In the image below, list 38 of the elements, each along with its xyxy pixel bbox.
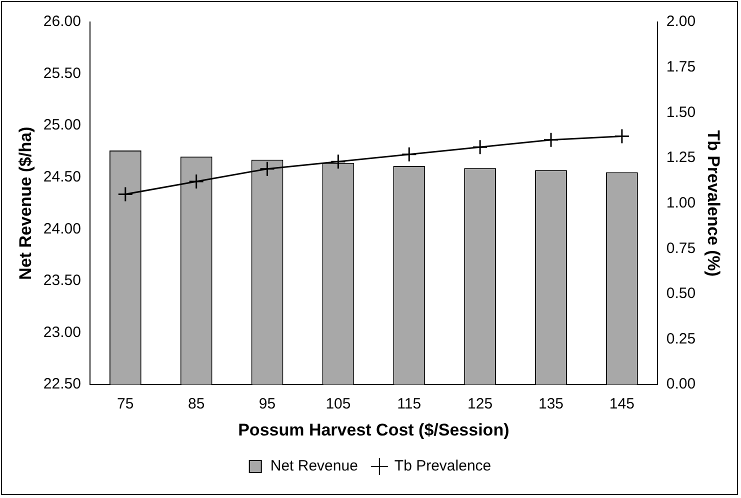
legend-label: Tb Prevalence	[394, 458, 492, 475]
y2-tick-label: 1.50	[666, 104, 696, 121]
y-tick-label: 25.50	[43, 64, 81, 82]
y-axis-title: Net Revenue ($/ha)	[16, 126, 35, 280]
x-tick-label: 105	[326, 396, 351, 413]
y-tick-label: 23.00	[43, 324, 81, 341]
x-tick-label: 115	[397, 396, 422, 413]
x-tick-label: 75	[117, 396, 134, 413]
y2-tick-label: 0.75	[666, 240, 696, 257]
y-tick-label: 25.00	[43, 116, 81, 134]
y2-tick-label: 0.50	[666, 285, 696, 302]
y-tick-label: 24.50	[43, 168, 81, 186]
point	[614, 128, 630, 144]
y-tick-label: 26.00	[43, 13, 81, 30]
point	[472, 139, 488, 155]
y2-tick-label: 1.75	[666, 58, 696, 76]
y2-tick-label: 0.00	[666, 376, 696, 393]
point	[118, 186, 134, 202]
y-tick-label: 24.00	[43, 220, 81, 238]
point	[401, 146, 417, 162]
y2-tick-label: 0.25	[666, 330, 696, 348]
x-tick-label: 95	[258, 396, 276, 413]
x-tick-label: 135	[538, 396, 564, 413]
point	[330, 154, 346, 170]
x-tick-label: 125	[468, 396, 493, 413]
y2-tick-label: 1.00	[666, 194, 696, 212]
y-tick-label: 23.50	[43, 272, 81, 290]
point	[543, 132, 559, 148]
point	[188, 174, 204, 190]
x-tick-label: 145	[609, 396, 634, 413]
y2-axis-title: Tb Prevalence (%)	[704, 130, 724, 277]
x-tick-label: 85	[188, 396, 205, 413]
y-tick-label: 22.50	[43, 376, 81, 393]
legend-label: Net Revenue	[270, 458, 358, 475]
point	[260, 161, 276, 177]
y2-tick-label: 1.25	[666, 149, 696, 166]
y2-tick-label: 2.00	[666, 13, 696, 30]
x-axis-title: Possum Harvest Cost ($/Session)	[238, 420, 510, 440]
